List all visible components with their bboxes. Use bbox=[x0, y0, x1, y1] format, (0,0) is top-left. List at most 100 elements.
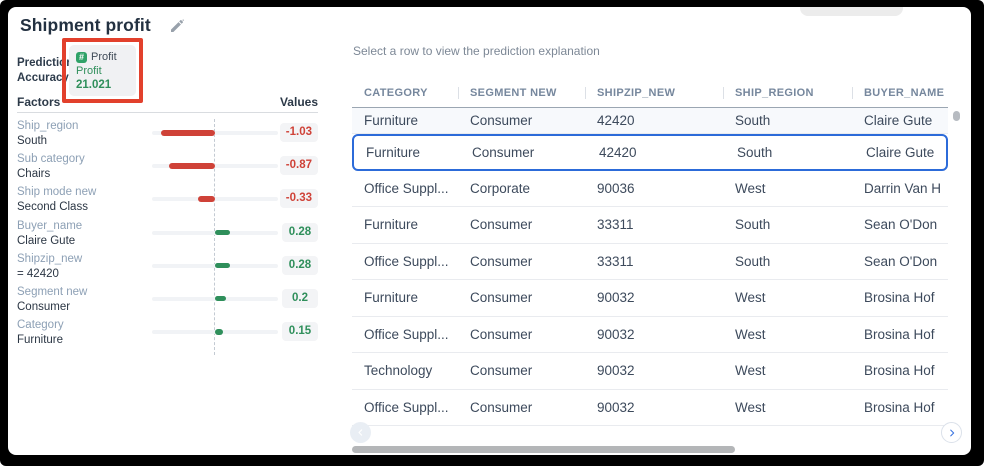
factor-bar-fill bbox=[160, 130, 215, 136]
prediction-accuracy-label: Prediction Accuracy bbox=[17, 57, 74, 84]
factor-bar-fill bbox=[215, 229, 230, 236]
horizontal-scrollbar-thumb[interactable] bbox=[352, 446, 735, 453]
table-cell: 90032 bbox=[597, 290, 635, 306]
factor-value-chip: -1.03 bbox=[279, 123, 318, 142]
factor-row: Buyer_name Claire Gute 0.28 bbox=[17, 217, 318, 250]
factor-value-chip: -0.33 bbox=[279, 189, 318, 209]
table-cell: Office Suppl... bbox=[364, 326, 449, 342]
factor-row: Sub category Chairs -0.87 bbox=[17, 150, 318, 183]
factors-values-header: Factors Values bbox=[17, 95, 318, 109]
table-cell: Furniture bbox=[364, 290, 419, 306]
table-cell: South bbox=[735, 253, 771, 269]
factor-bar bbox=[152, 316, 278, 349]
factor-value-chip: -0.87 bbox=[279, 156, 318, 176]
table-cell: Consumer bbox=[470, 290, 533, 306]
factor-bar-fill bbox=[197, 196, 215, 202]
factor-row: Ship mode new Second Class -0.33 bbox=[17, 183, 318, 216]
factor-bar bbox=[152, 183, 278, 216]
table-cell: South bbox=[735, 113, 771, 128]
table-cell: 33311 bbox=[597, 253, 634, 269]
factor-row: Segment new Consumer 0.2 bbox=[17, 283, 318, 316]
factor-bar-fill bbox=[215, 329, 223, 335]
table-row[interactable]: Furniture Consumer 33311 South Sean O'Don bbox=[352, 207, 948, 244]
table-header: CATEGORY SEGMENT NEW SHIPZIP_NEW SHIP_REGIO… bbox=[352, 78, 948, 108]
factor-list: Ship_region South -1.03 Sub category Chairs -… bbox=[17, 117, 318, 355]
factor-bar-track bbox=[152, 197, 278, 202]
previous-page-button[interactable] bbox=[350, 422, 371, 443]
table-cell: Brosina Hof bbox=[864, 363, 935, 379]
table-cell: South bbox=[737, 144, 773, 160]
annotation-highlight-box: # Profit Profit 21.021 bbox=[62, 38, 143, 103]
factor-name: Ship mode new bbox=[17, 186, 97, 199]
next-page-button[interactable] bbox=[941, 422, 962, 443]
table-cell: 42420 bbox=[597, 113, 635, 128]
header-divider bbox=[17, 112, 318, 113]
factor-bar bbox=[152, 283, 278, 316]
table-cell: 90032 bbox=[597, 326, 635, 342]
app-window: Shipment profit Prediction Accuracy # Pr… bbox=[8, 7, 971, 455]
badge-target-name: Profit bbox=[76, 65, 102, 77]
factor-value-chip: 0.28 bbox=[282, 255, 318, 275]
table-hint: Select a row to view the prediction expl… bbox=[353, 44, 600, 58]
table-cell: Claire Gute bbox=[866, 144, 935, 160]
factor-value-label: Consumer bbox=[17, 300, 71, 313]
factor-row: Category Furniture 0.15 bbox=[17, 316, 318, 349]
factor-bar bbox=[152, 117, 278, 150]
factor-row: Shipzip_new = 42420 0.28 bbox=[17, 250, 318, 283]
table-cell: Office Suppl... bbox=[364, 180, 449, 196]
table-cell: Furniture bbox=[366, 144, 421, 160]
table-cell: Furniture bbox=[364, 113, 419, 128]
table-cell: Claire Gute bbox=[864, 113, 933, 128]
factor-name: Segment new bbox=[17, 285, 88, 298]
edit-pencil-icon[interactable] bbox=[169, 18, 185, 34]
table-cell: Brosina Hof bbox=[864, 326, 935, 342]
table-row[interactable]: Technology Consumer 90032 West Brosina Hof bbox=[352, 353, 948, 390]
factor-name: Sub category bbox=[17, 153, 85, 166]
factor-name: Shipzip_new bbox=[17, 252, 83, 265]
top-cutoff-button[interactable] bbox=[800, 7, 903, 16]
table-row[interactable]: Furniture Consumer 90032 West Brosina Hof bbox=[352, 280, 948, 317]
column-header: SEGMENT NEW bbox=[458, 86, 585, 99]
table-cell: Brosina Hof bbox=[864, 290, 935, 306]
factor-name: Category bbox=[17, 319, 64, 332]
factor-value-label: Claire Gute bbox=[17, 234, 76, 247]
badge-metric-row: # Profit bbox=[76, 50, 128, 64]
table-body: Furniture Consumer 42420 South Claire Gute Fu… bbox=[352, 108, 948, 426]
factor-bar-track bbox=[152, 164, 278, 169]
badge-predicted-value: 21.021 bbox=[76, 79, 112, 91]
column-header: BUYER_NAME bbox=[852, 86, 948, 99]
table-row[interactable]: Office Suppl... Corporate 90036 West Darrin … bbox=[352, 170, 948, 207]
target-metric-badge: # Profit Profit 21.021 bbox=[69, 45, 136, 96]
factor-bar bbox=[152, 250, 278, 283]
prediction-panel: Shipment profit Prediction Accuracy # Pr… bbox=[8, 7, 340, 455]
table-row[interactable]: Furniture Consumer 42420 South Claire Gute bbox=[352, 108, 948, 134]
factor-bar bbox=[152, 150, 278, 183]
zero-axis-line bbox=[214, 119, 215, 355]
factor-value-label: Second Class bbox=[17, 201, 88, 214]
factor-name: Buyer_name bbox=[17, 219, 83, 232]
factor-bar-fill bbox=[169, 163, 215, 169]
table-cell: Consumer bbox=[470, 363, 533, 379]
table-cell: Sean O'Don bbox=[864, 253, 938, 269]
table-panel: Select a row to view the prediction expl… bbox=[350, 7, 962, 455]
table-row[interactable]: Office Suppl... Consumer 90032 West Brosina … bbox=[352, 389, 948, 426]
table-row[interactable]: Office Suppl... Consumer 90032 West Brosina … bbox=[352, 316, 948, 353]
table-cell: 42420 bbox=[599, 144, 637, 160]
table-row[interactable]: Office Suppl... Consumer 33311 South Sean O'… bbox=[352, 243, 948, 280]
table-cell: Brosina Hof bbox=[864, 399, 935, 415]
factor-value-chip: 0.28 bbox=[282, 222, 318, 242]
table-cell: Sean O'Don bbox=[864, 217, 938, 233]
table-cell: Consumer bbox=[472, 144, 535, 160]
factor-value-label: Furniture bbox=[17, 334, 64, 347]
chevron-left-icon bbox=[358, 429, 363, 436]
prediction-table: CATEGORY SEGMENT NEW SHIPZIP_NEW SHIP_REGIO… bbox=[352, 78, 948, 426]
table-cell: West bbox=[735, 326, 766, 342]
factor-bar-fill bbox=[215, 295, 226, 302]
table-cell: Corporate bbox=[470, 180, 531, 196]
table-cell: 90036 bbox=[597, 180, 635, 196]
table-row[interactable]: Furniture Consumer 42420 South Claire Gute bbox=[352, 134, 948, 171]
table-cell: West bbox=[735, 399, 766, 415]
table-cell: 90032 bbox=[597, 363, 635, 379]
factor-value-label: Chairs bbox=[17, 168, 51, 181]
vertical-scrollbar-thumb[interactable] bbox=[953, 111, 960, 121]
